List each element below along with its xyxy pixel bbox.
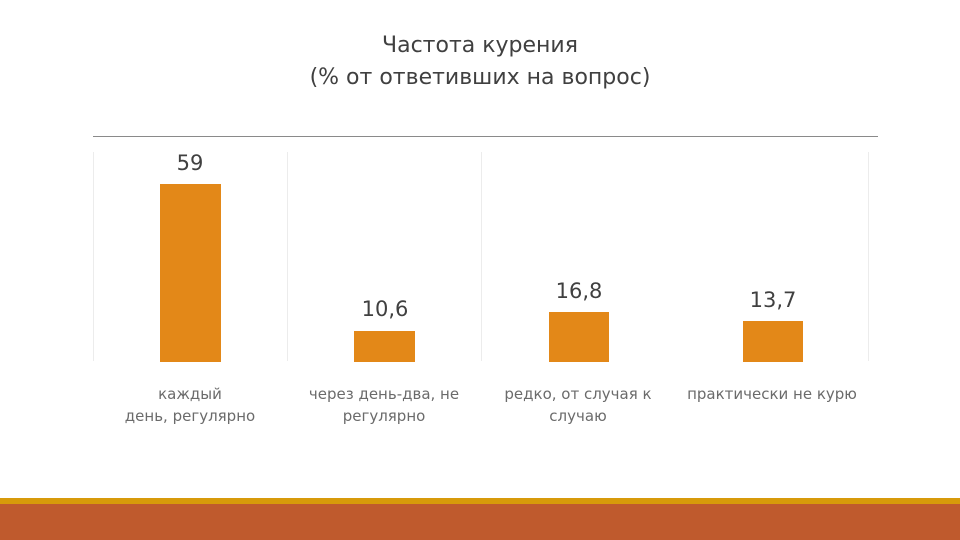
category-separator	[93, 152, 94, 361]
data-label: 16,8	[555, 279, 603, 303]
category-label: редко, от случая к случаю	[481, 383, 675, 427]
footer-band	[0, 504, 960, 540]
category-label-line: редко, от случая к	[504, 385, 652, 403]
data-label: 10,6	[361, 297, 409, 321]
bar-practically-never	[743, 321, 803, 362]
category-separator	[287, 152, 288, 361]
chart-title-line2: (% от ответивших на вопрос)	[309, 65, 651, 90]
category-label-line: через день-два, не	[308, 385, 460, 403]
footer-accent-stripe	[0, 498, 960, 504]
category-label-line: каждый	[158, 385, 222, 403]
category-label-line: регулярно	[342, 407, 426, 425]
bar-daily-regular	[160, 184, 221, 362]
category-label: каждый день, регулярно	[93, 383, 287, 427]
chart-title-line1: Частота курения	[382, 33, 578, 58]
data-label: 59	[176, 151, 204, 175]
category-separator	[868, 152, 869, 361]
bar-every-other-day	[354, 331, 415, 362]
category-label-line: случаю	[549, 407, 607, 425]
category-label: практически не курю	[675, 383, 869, 405]
category-label-line: день, регулярно	[124, 407, 256, 425]
category-label: через день-два, не регулярно	[287, 383, 481, 427]
chart-title: Частота курения (% от ответивших на вопр…	[0, 30, 960, 94]
category-label-line: практически не курю	[687, 385, 857, 403]
category-separator	[481, 152, 482, 361]
title-divider	[93, 136, 878, 137]
plot-area	[93, 152, 869, 362]
data-label: 13,7	[749, 288, 797, 312]
bar-rarely	[549, 312, 609, 362]
